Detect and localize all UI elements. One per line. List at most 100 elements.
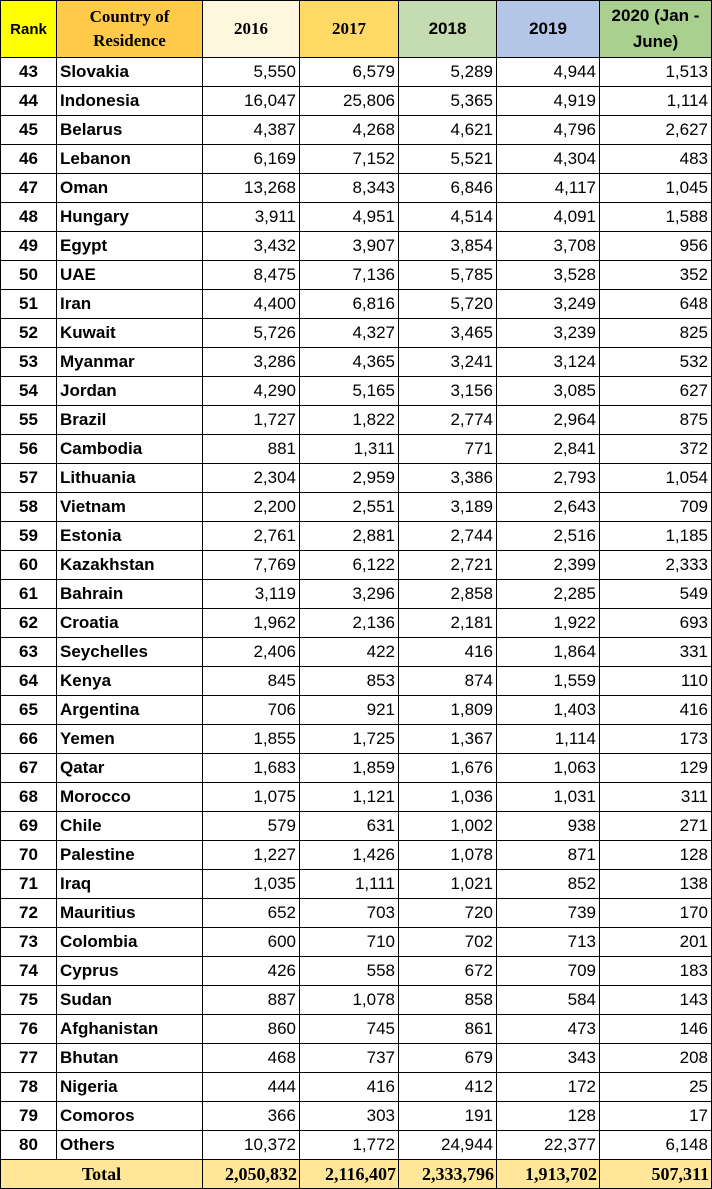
country-cell: Cambodia xyxy=(56,434,203,464)
value-2019-cell: 709 xyxy=(496,956,600,986)
value-2016-cell: 5,726 xyxy=(202,318,300,348)
value-2020-cell: 1,045 xyxy=(599,173,712,203)
table-row: 72 Mauritius 652 703 720 739 170 xyxy=(0,898,712,928)
country-cell: Kazakhstan xyxy=(56,550,203,580)
value-2016-cell: 652 xyxy=(202,898,300,928)
value-2018-cell: 3,241 xyxy=(398,347,497,377)
value-2016-cell: 6,169 xyxy=(202,144,300,174)
value-2016-cell: 1,683 xyxy=(202,753,300,783)
table-row: 52 Kuwait 5,726 4,327 3,465 3,239 825 xyxy=(0,318,712,348)
value-2017-cell: 3,296 xyxy=(299,579,399,609)
value-2017-cell: 422 xyxy=(299,637,399,667)
rank-cell: 54 xyxy=(0,376,57,406)
value-2017-cell: 2,959 xyxy=(299,463,399,493)
rank-cell: 53 xyxy=(0,347,57,377)
value-2020-cell: 208 xyxy=(599,1043,712,1073)
table-row: 78 Nigeria 444 416 412 172 25 xyxy=(0,1072,712,1102)
value-2017-cell: 1,822 xyxy=(299,405,399,435)
rank-cell: 67 xyxy=(0,753,57,783)
country-cell: Colombia xyxy=(56,927,203,957)
value-2016-cell: 600 xyxy=(202,927,300,957)
value-2017-cell: 737 xyxy=(299,1043,399,1073)
country-cell: Brazil xyxy=(56,405,203,435)
country-cell: Egypt xyxy=(56,231,203,261)
value-2020-cell: 128 xyxy=(599,840,712,870)
value-2016-cell: 2,406 xyxy=(202,637,300,667)
country-cell: Kenya xyxy=(56,666,203,696)
rank-cell: 52 xyxy=(0,318,57,348)
value-2016-cell: 8,475 xyxy=(202,260,300,290)
value-2020-cell: 483 xyxy=(599,144,712,174)
value-2017-cell: 7,136 xyxy=(299,260,399,290)
value-2016-cell: 5,550 xyxy=(202,57,300,87)
value-2019-cell: 172 xyxy=(496,1072,600,1102)
country-cell: Jordan xyxy=(56,376,203,406)
rank-cell: 66 xyxy=(0,724,57,754)
value-2020-cell: 1,588 xyxy=(599,202,712,232)
country-cell: Cyprus xyxy=(56,956,203,986)
value-2019-cell: 4,091 xyxy=(496,202,600,232)
value-2017-cell: 703 xyxy=(299,898,399,928)
value-2019-cell: 584 xyxy=(496,985,600,1015)
value-2019-cell: 473 xyxy=(496,1014,600,1044)
value-2019-cell: 1,922 xyxy=(496,608,600,638)
value-2017-cell: 6,579 xyxy=(299,57,399,87)
value-2019-cell: 3,249 xyxy=(496,289,600,319)
value-2018-cell: 1,367 xyxy=(398,724,497,754)
rank-cell: 57 xyxy=(0,463,57,493)
value-2016-cell: 1,075 xyxy=(202,782,300,812)
value-2018-cell: 861 xyxy=(398,1014,497,1044)
country-cell: Chile xyxy=(56,811,203,841)
table-row: 44 Indonesia 16,047 25,806 5,365 4,919 1,114 xyxy=(0,86,712,116)
value-2020-cell: 416 xyxy=(599,695,712,725)
value-2016-cell: 887 xyxy=(202,985,300,1015)
value-2017-cell: 8,343 xyxy=(299,173,399,203)
country-cell: Lebanon xyxy=(56,144,203,174)
header-2017: 2017 xyxy=(299,0,399,58)
table-row: 53 Myanmar 3,286 4,365 3,241 3,124 532 xyxy=(0,347,712,377)
table-row: 76 Afghanistan 860 745 861 473 146 xyxy=(0,1014,712,1044)
country-cell: Afghanistan xyxy=(56,1014,203,1044)
value-2017-cell: 1,078 xyxy=(299,985,399,1015)
value-2016-cell: 3,286 xyxy=(202,347,300,377)
rank-cell: 48 xyxy=(0,202,57,232)
table-row: 48 Hungary 3,911 4,951 4,514 4,091 1,588 xyxy=(0,202,712,232)
value-2020-cell: 6,148 xyxy=(599,1130,712,1160)
country-cell: Palestine xyxy=(56,840,203,870)
value-2017-cell: 4,365 xyxy=(299,347,399,377)
value-2020-cell: 143 xyxy=(599,985,712,1015)
value-2017-cell: 3,907 xyxy=(299,231,399,261)
header-country: Country of Residence xyxy=(56,0,203,58)
value-2018-cell: 3,386 xyxy=(398,463,497,493)
rank-cell: 75 xyxy=(0,985,57,1015)
country-cell: UAE xyxy=(56,260,203,290)
value-2019-cell: 2,399 xyxy=(496,550,600,580)
value-2016-cell: 16,047 xyxy=(202,86,300,116)
table-row: 62 Croatia 1,962 2,136 2,181 1,922 693 xyxy=(0,608,712,638)
value-2019-cell: 938 xyxy=(496,811,600,841)
country-cell: Seychelles xyxy=(56,637,203,667)
table-row: 71 Iraq 1,035 1,111 1,021 852 138 xyxy=(0,869,712,899)
table-row: 43 Slovakia 5,550 6,579 5,289 4,944 1,513 xyxy=(0,57,712,87)
header-2018: 2018 xyxy=(398,0,497,58)
country-cell: Mauritius xyxy=(56,898,203,928)
value-2017-cell: 25,806 xyxy=(299,86,399,116)
value-2016-cell: 468 xyxy=(202,1043,300,1073)
value-2017-cell: 1,772 xyxy=(299,1130,399,1160)
value-2018-cell: 24,944 xyxy=(398,1130,497,1160)
header-2020: 2020 (Jan - June) xyxy=(599,0,712,58)
rank-cell: 68 xyxy=(0,782,57,812)
rank-cell: 65 xyxy=(0,695,57,725)
value-2017-cell: 710 xyxy=(299,927,399,957)
header-2019: 2019 xyxy=(496,0,600,58)
value-2019-cell: 4,796 xyxy=(496,115,600,145)
value-2017-cell: 1,311 xyxy=(299,434,399,464)
value-2018-cell: 3,189 xyxy=(398,492,497,522)
total-2017: 2,116,407 xyxy=(299,1159,399,1189)
value-2020-cell: 129 xyxy=(599,753,712,783)
table-row: 51 Iran 4,400 6,816 5,720 3,249 648 xyxy=(0,289,712,319)
value-2018-cell: 679 xyxy=(398,1043,497,1073)
value-2019-cell: 852 xyxy=(496,869,600,899)
value-2020-cell: 110 xyxy=(599,666,712,696)
country-cell: Hungary xyxy=(56,202,203,232)
